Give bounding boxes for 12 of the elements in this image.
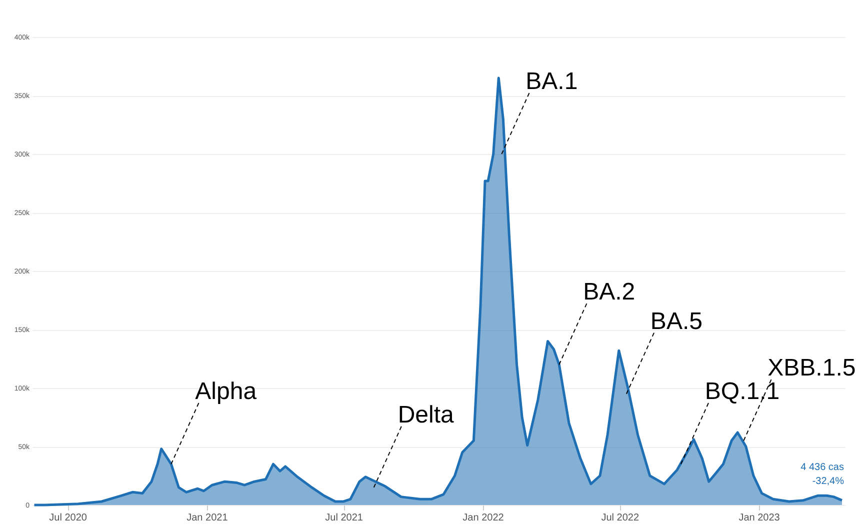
annotation: BA.5: [650, 308, 702, 335]
x-tick-label: Jul 2021: [325, 512, 364, 524]
annotation: 4 436 cas -32,4%: [800, 462, 844, 487]
x-tick-label: Jan 2021: [186, 512, 228, 524]
annotation: Alpha: [195, 378, 258, 406]
x-tick-label: Jul 2020: [49, 512, 88, 524]
x-tick-label: Jan 2022: [462, 512, 504, 524]
x-tick-label: Jul 2022: [601, 512, 640, 524]
annotation: Delta: [398, 401, 455, 428]
annotation: BA.2: [583, 278, 636, 306]
annotation: BA.1: [526, 68, 578, 96]
x-tick-label: Jan 2023: [738, 512, 780, 524]
